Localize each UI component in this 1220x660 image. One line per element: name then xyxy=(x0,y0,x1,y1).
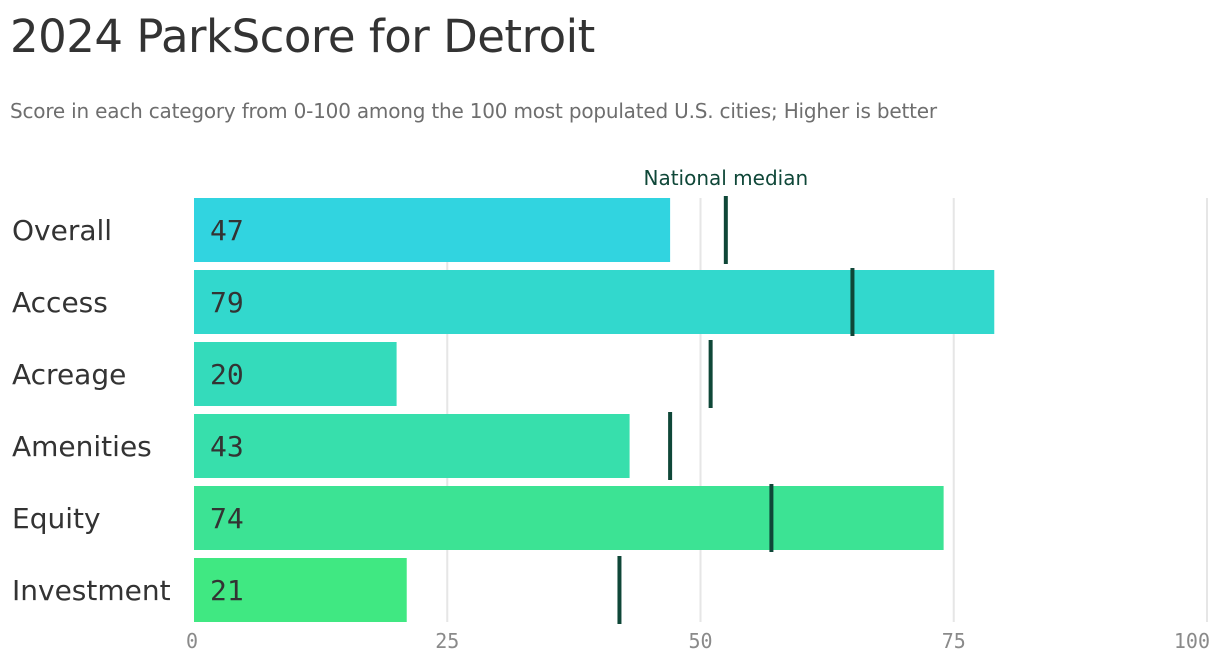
bar xyxy=(194,342,397,406)
bar-value-label: 21 xyxy=(210,574,244,607)
chart-title: 2024 ParkScore for Detroit xyxy=(10,10,595,63)
category-label: Investment xyxy=(12,574,171,607)
bar xyxy=(194,558,407,622)
gridlines xyxy=(446,198,1208,622)
bar xyxy=(194,414,630,478)
x-tick-label: 25 xyxy=(435,629,459,653)
labels: 0 25 50 75 100 47 Overall 79 Access 20 Acreage 43 Am… xyxy=(12,166,1210,653)
chart-subtitle: Score in each category from 0-100 among … xyxy=(10,99,937,123)
median-label: National median xyxy=(643,166,808,190)
category-label: Access xyxy=(12,286,108,319)
bar-value-label: 74 xyxy=(210,502,244,535)
x-tick-label: 0 xyxy=(186,629,198,653)
bar-value-label: 20 xyxy=(210,358,244,391)
category-label: Acreage xyxy=(12,358,126,391)
bars xyxy=(194,198,995,622)
bar-value-label: 79 xyxy=(210,286,244,319)
bar xyxy=(194,198,671,262)
bar-value-label: 47 xyxy=(210,214,244,247)
category-label: Equity xyxy=(12,502,101,535)
category-label: Overall xyxy=(12,214,112,247)
x-tick-label: 75 xyxy=(942,629,966,653)
median-markers xyxy=(617,196,855,624)
category-label: Amenities xyxy=(12,430,152,463)
bar xyxy=(194,486,944,550)
x-tick-label: 100 xyxy=(1174,629,1210,653)
bar-value-label: 43 xyxy=(210,430,244,463)
x-tick-label: 50 xyxy=(688,629,712,653)
bar xyxy=(194,270,995,334)
